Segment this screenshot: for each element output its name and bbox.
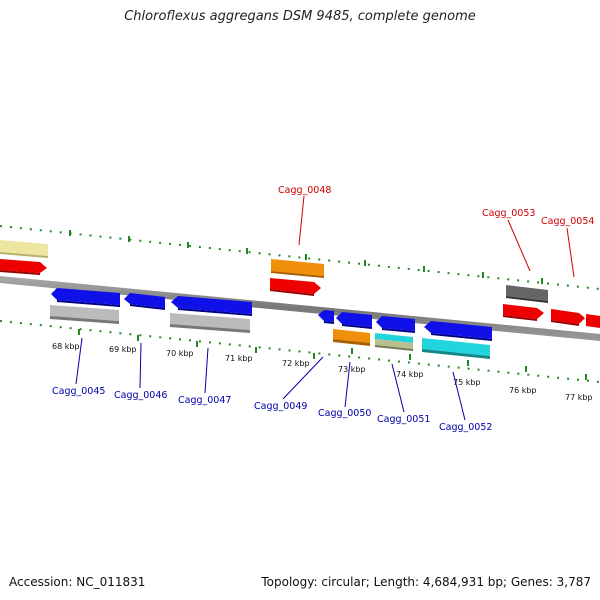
gene-cagg-0053-red[interactable] (503, 304, 544, 321)
lower-tick-track (0, 320, 600, 383)
upper-tick-track (0, 225, 600, 290)
gene-cagg-0051-cyan[interactable] (375, 333, 413, 351)
map-title: Chloroflexus aggregans DSM 9485, complet… (124, 9, 476, 24)
scale-label: 77 kbp (565, 393, 593, 402)
gene-cagg-0052-cyan[interactable] (422, 338, 490, 359)
gene-label-cagg-0048[interactable]: Cagg_0048 (278, 185, 331, 196)
scale-label: 70 kbp (166, 349, 194, 358)
bottom-gene-labels: Cagg_0045 Cagg_0046 Cagg_0047 Cagg_0049 … (52, 337, 492, 433)
gene-label-cagg-0049[interactable]: Cagg_0049 (254, 401, 307, 412)
gene-cagg-0046-blue[interactable] (124, 293, 165, 310)
gene-red-left[interactable] (0, 259, 47, 275)
scale-label: 76 kbp (509, 386, 537, 395)
forward-genes (0, 240, 600, 328)
gene-label-cagg-0052[interactable]: Cagg_0052 (439, 422, 492, 433)
gene-cagg-0053-gray[interactable] (506, 285, 548, 303)
topology-label: Topology: circular; Length: 4,684,931 bp… (261, 575, 591, 589)
scale-label: 73 kbp (338, 365, 366, 374)
gene-khaki-block[interactable] (0, 240, 48, 258)
gene-label-cagg-0054[interactable]: Cagg_0054 (541, 216, 594, 227)
gene-label-cagg-0045[interactable]: Cagg_0045 (52, 386, 105, 397)
gene-cagg-0051-blue[interactable] (376, 316, 415, 333)
scale-label: 68 kbp (52, 342, 80, 351)
scale-labels: 68 kbp 69 kbp 70 kbp 71 kbp 72 kbp 73 kb… (52, 342, 593, 402)
gene-label-cagg-0047[interactable]: Cagg_0047 (178, 395, 231, 406)
scale-label: 69 kbp (109, 345, 137, 354)
gene-label-cagg-0053[interactable]: Cagg_0053 (482, 208, 535, 219)
gene-red-right-edge[interactable] (586, 314, 600, 328)
gene-label-cagg-0050[interactable]: Cagg_0050 (318, 408, 371, 419)
gene-cagg-0045-gray[interactable] (50, 305, 119, 324)
gene-cagg-0052-blue[interactable] (424, 321, 492, 341)
gene-cagg-0047-gray[interactable] (170, 313, 250, 333)
scale-label: 75 kbp (453, 378, 481, 387)
gene-cagg-0050-orange[interactable] (333, 329, 370, 346)
gene-cagg-0048-orange[interactable] (271, 259, 324, 278)
scale-label: 71 kbp (225, 354, 253, 363)
scale-label: 74 kbp (396, 370, 424, 379)
gene-cagg-0049-blue[interactable] (318, 310, 334, 324)
reverse-genes (50, 288, 492, 359)
gene-cagg-0054-red[interactable] (551, 309, 585, 326)
top-gene-labels: Cagg_0048 Cagg_0053 Cagg_0054 (278, 185, 594, 278)
gene-label-cagg-0046[interactable]: Cagg_0046 (114, 390, 167, 401)
gene-cagg-0047-blue[interactable] (171, 296, 252, 316)
accession-label: Accession: NC_011831 (9, 575, 146, 589)
gene-label-cagg-0051[interactable]: Cagg_0051 (377, 414, 430, 425)
gene-cagg-0048-red[interactable] (270, 278, 321, 296)
scale-label: 72 kbp (282, 359, 310, 368)
gene-cagg-0045-blue[interactable] (51, 288, 120, 307)
gene-cagg-0050-blue[interactable] (336, 312, 372, 329)
